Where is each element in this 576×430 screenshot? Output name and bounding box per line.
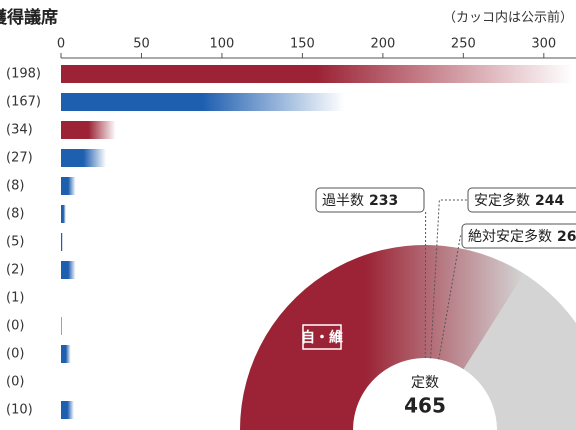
bar [61, 345, 71, 363]
bar [61, 93, 345, 111]
previous-seats-label: (0) [6, 375, 24, 390]
x-tick-label: 100 [210, 37, 235, 52]
bar [61, 121, 116, 139]
bar [61, 205, 66, 223]
previous-seats-label: (5) [6, 235, 24, 250]
threshold-line [438, 235, 462, 360]
bar [61, 261, 76, 279]
bar [61, 177, 76, 195]
x-tick-label: 50 [133, 37, 150, 52]
previous-seats-label: (8) [6, 207, 24, 222]
previous-seats-label: (198) [6, 67, 41, 82]
bar [61, 317, 62, 335]
previous-seats-label: (27) [6, 151, 33, 166]
bar [61, 149, 107, 167]
previous-seats-label: (10) [6, 403, 33, 418]
threshold-box [315, 187, 425, 213]
previous-seats-label: (34) [6, 123, 33, 138]
note: （カッコ内は公示前） [443, 10, 573, 26]
segment-label: 自・維 [301, 329, 343, 346]
chart-title: 獲得議席 [0, 7, 58, 28]
threshold-label: 安定多数 244 [474, 192, 564, 209]
total-label: 定数 [411, 375, 439, 391]
x-tick-label: 0 [57, 37, 65, 52]
previous-seats-label: (167) [6, 95, 41, 110]
coalition-segment [240, 244, 524, 430]
previous-seats-label: (2) [6, 263, 24, 278]
bar [61, 65, 573, 83]
segment-label-box [302, 324, 342, 350]
x-tick-label: 150 [290, 37, 315, 52]
threshold-box [461, 223, 576, 249]
previous-seats-label: (0) [6, 347, 24, 362]
bar [61, 401, 74, 419]
threshold-label: 過半数 233 [322, 193, 398, 209]
previous-seats-label: (0) [6, 319, 24, 334]
threshold-label: 絶対安定多数261 [468, 228, 576, 245]
threshold-line [430, 199, 468, 359]
bar [61, 233, 63, 251]
x-tick-label: 250 [451, 37, 476, 52]
total-value: 465 [404, 394, 446, 418]
previous-seats-label: (8) [6, 179, 24, 194]
previous-seats-label: (1) [6, 291, 24, 306]
x-tick-label: 300 [531, 37, 556, 52]
x-tick-label: 200 [370, 37, 395, 52]
threshold-box [467, 187, 576, 213]
